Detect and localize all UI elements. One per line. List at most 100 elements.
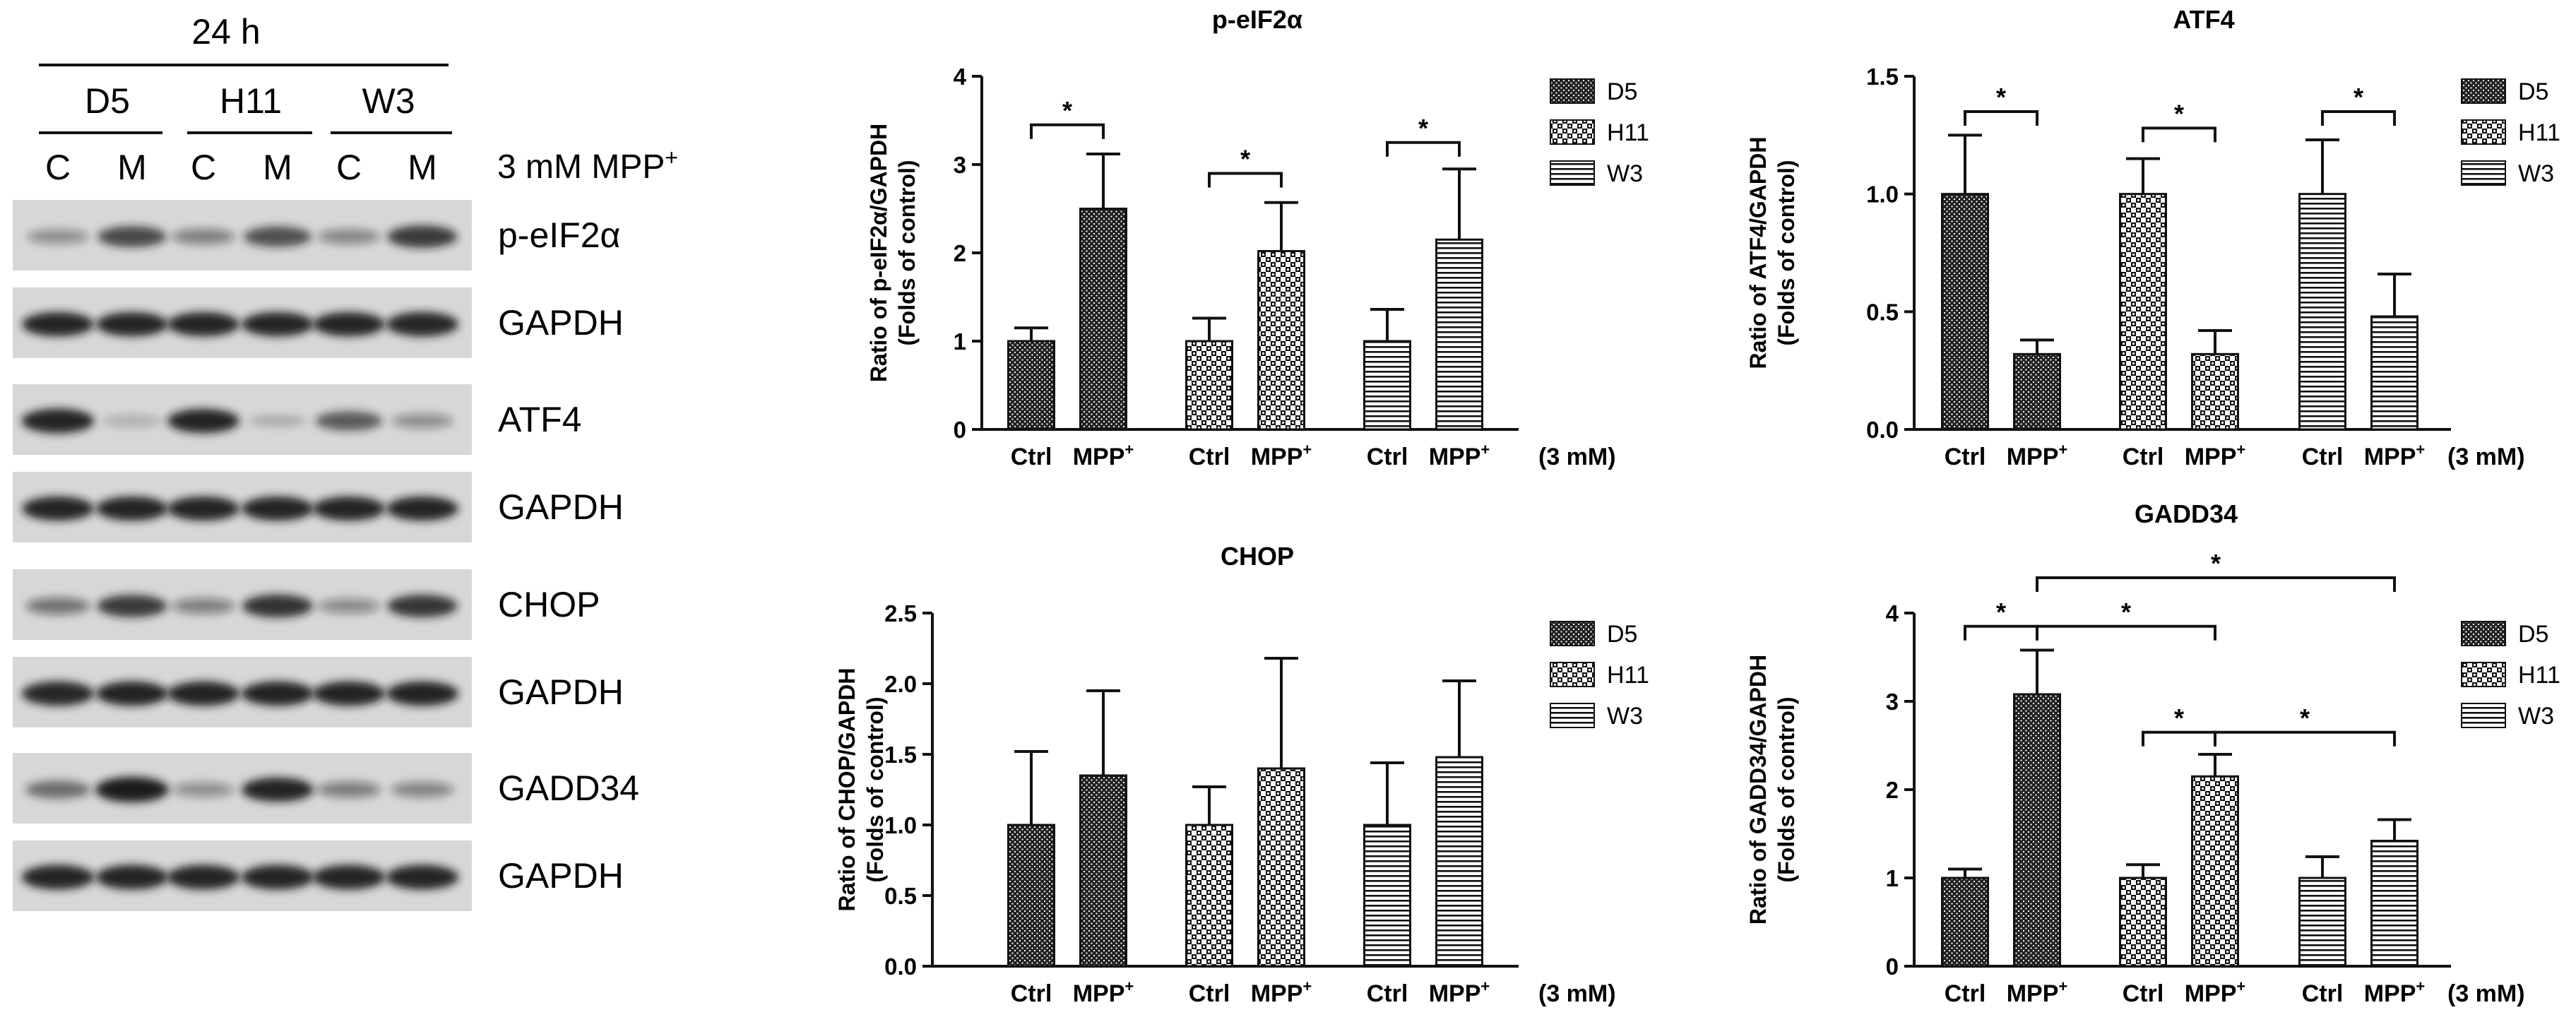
blot-row-label: GAPDH <box>498 672 624 712</box>
x-tick-label: Ctrl <box>2302 444 2344 470</box>
lane-label: C <box>45 148 71 187</box>
y-axis-label: (Folds of control) <box>894 160 920 345</box>
significance-bracket <box>1964 624 2038 641</box>
chart-2: CHOP 0.0 0.5 1.0 1.5 2.0 2.5 Ratio of CHOP/GAPD… <box>834 542 1649 1007</box>
blot-band <box>95 311 169 337</box>
blot-band <box>315 411 383 431</box>
legend-label: W3 <box>1607 703 1643 730</box>
significance-bracket <box>2142 126 2216 143</box>
x-tick-label: Ctrl <box>1945 980 1986 1007</box>
bar <box>2191 352 2239 431</box>
significance-bracket <box>1208 172 1283 188</box>
y-tick-label: 0.5 <box>1866 299 1899 325</box>
x-tick-text: MPP <box>1073 444 1125 470</box>
bar <box>1079 208 1127 431</box>
y-tick-label: 3 <box>954 152 966 178</box>
x-tick-text: MPP <box>2185 444 2237 470</box>
y-tick-label: 0.0 <box>1866 417 1899 443</box>
blot-band <box>97 226 167 247</box>
blot-band <box>21 408 95 434</box>
x-tick-text: MPP <box>2007 444 2059 470</box>
legend-swatch <box>1550 160 1595 186</box>
blot-band <box>386 311 459 337</box>
blot-band <box>242 594 314 618</box>
blot-band <box>172 782 235 797</box>
x-tick-superscript: + <box>1480 441 1490 458</box>
x-tick-label: MPP+ <box>2007 978 2068 1007</box>
y-axis-label: Ratio of p-eIF2α/GAPDH <box>866 124 891 382</box>
x-tick-superscript: + <box>2058 978 2067 995</box>
x-tick-label: MPP+ <box>1073 441 1134 470</box>
y-tick-label: 1.0 <box>884 812 917 838</box>
significance-mark: * <box>2354 83 2363 112</box>
x-tick-superscript: + <box>1302 978 1312 995</box>
blot-band <box>167 864 240 890</box>
bar <box>2119 877 2167 968</box>
x-tick-superscript: + <box>1124 441 1134 458</box>
blot-row-label: GAPDH <box>498 856 624 896</box>
y-tick-label: 0 <box>954 417 966 443</box>
blot-band <box>102 415 162 427</box>
blot-band <box>21 864 95 890</box>
blot-band <box>172 598 235 614</box>
legend-label: D5 <box>2518 621 2548 648</box>
bar <box>1257 250 1305 431</box>
legend-label: D5 <box>2518 78 2548 105</box>
bar <box>1363 340 1411 431</box>
legend-swatch <box>2461 703 2506 728</box>
y-tick-label: 2 <box>954 240 966 266</box>
blot-band <box>391 782 454 797</box>
x-tick-text: MPP <box>2364 980 2416 1007</box>
x-tick-label: MPP+ <box>1073 978 1134 1007</box>
bar <box>2191 775 2239 968</box>
blot-band <box>95 864 169 890</box>
x-tick-superscript: + <box>2416 441 2425 458</box>
blot-band <box>241 777 314 802</box>
line-label-w3: W3 <box>362 81 415 121</box>
significance-bracket <box>2214 730 2396 747</box>
blot-band <box>241 864 314 890</box>
legend-swatch <box>1550 119 1595 145</box>
x-tick-text: MPP <box>1251 444 1303 470</box>
y-tick-label: 1 <box>954 328 966 355</box>
blot-band <box>386 496 459 521</box>
y-tick-label: 4 <box>954 64 967 90</box>
chart-title: p-eIF2α <box>1212 5 1302 34</box>
y-tick-label: 3 <box>1886 689 1899 715</box>
x-tick-text: MPP <box>1429 444 1481 470</box>
bar <box>2013 352 2061 431</box>
significance-mark: * <box>1996 598 2006 626</box>
blot-band <box>167 408 240 434</box>
chart-title: GADD34 <box>2135 499 2238 528</box>
significance-mark: * <box>2300 703 2310 732</box>
bar <box>1007 824 1055 968</box>
x-tick-text: Ctrl <box>2302 980 2344 1007</box>
legend-label: D5 <box>1607 621 1637 648</box>
x-tick-text: Ctrl <box>1945 980 1986 1007</box>
x-tick-text: MPP <box>1429 980 1481 1007</box>
blot-band <box>387 594 458 618</box>
lane-label: C <box>336 148 362 187</box>
x-tick-label: Ctrl <box>1189 980 1230 1007</box>
x-tick-superscript: + <box>1480 978 1490 995</box>
blot-row-label: ATF4 <box>498 400 582 439</box>
x-tick-label: MPP+ <box>2364 441 2426 470</box>
blot-band <box>241 681 314 706</box>
legend-swatch <box>2461 662 2506 687</box>
bar <box>2298 193 2346 431</box>
y-axis-label: (Folds of control) <box>1774 696 1799 882</box>
x-tick-label: Ctrl <box>1367 444 1408 470</box>
x-tick-text: MPP <box>1251 980 1303 1007</box>
bar <box>2013 693 2061 968</box>
significance-bracket <box>2142 730 2216 747</box>
blot-band <box>25 598 90 614</box>
blot-band <box>21 496 95 521</box>
blot-row: p-eIF2α <box>13 200 620 271</box>
blot-band <box>21 311 95 337</box>
blot-band <box>95 681 169 706</box>
x-tick-label: MPP+ <box>1429 441 1490 470</box>
blot-band <box>95 777 169 802</box>
chart-0: p-eIF2α 0 1 2 3 4 Ratio of p-eIF2α/GAPDH (Folds… <box>866 5 1649 470</box>
